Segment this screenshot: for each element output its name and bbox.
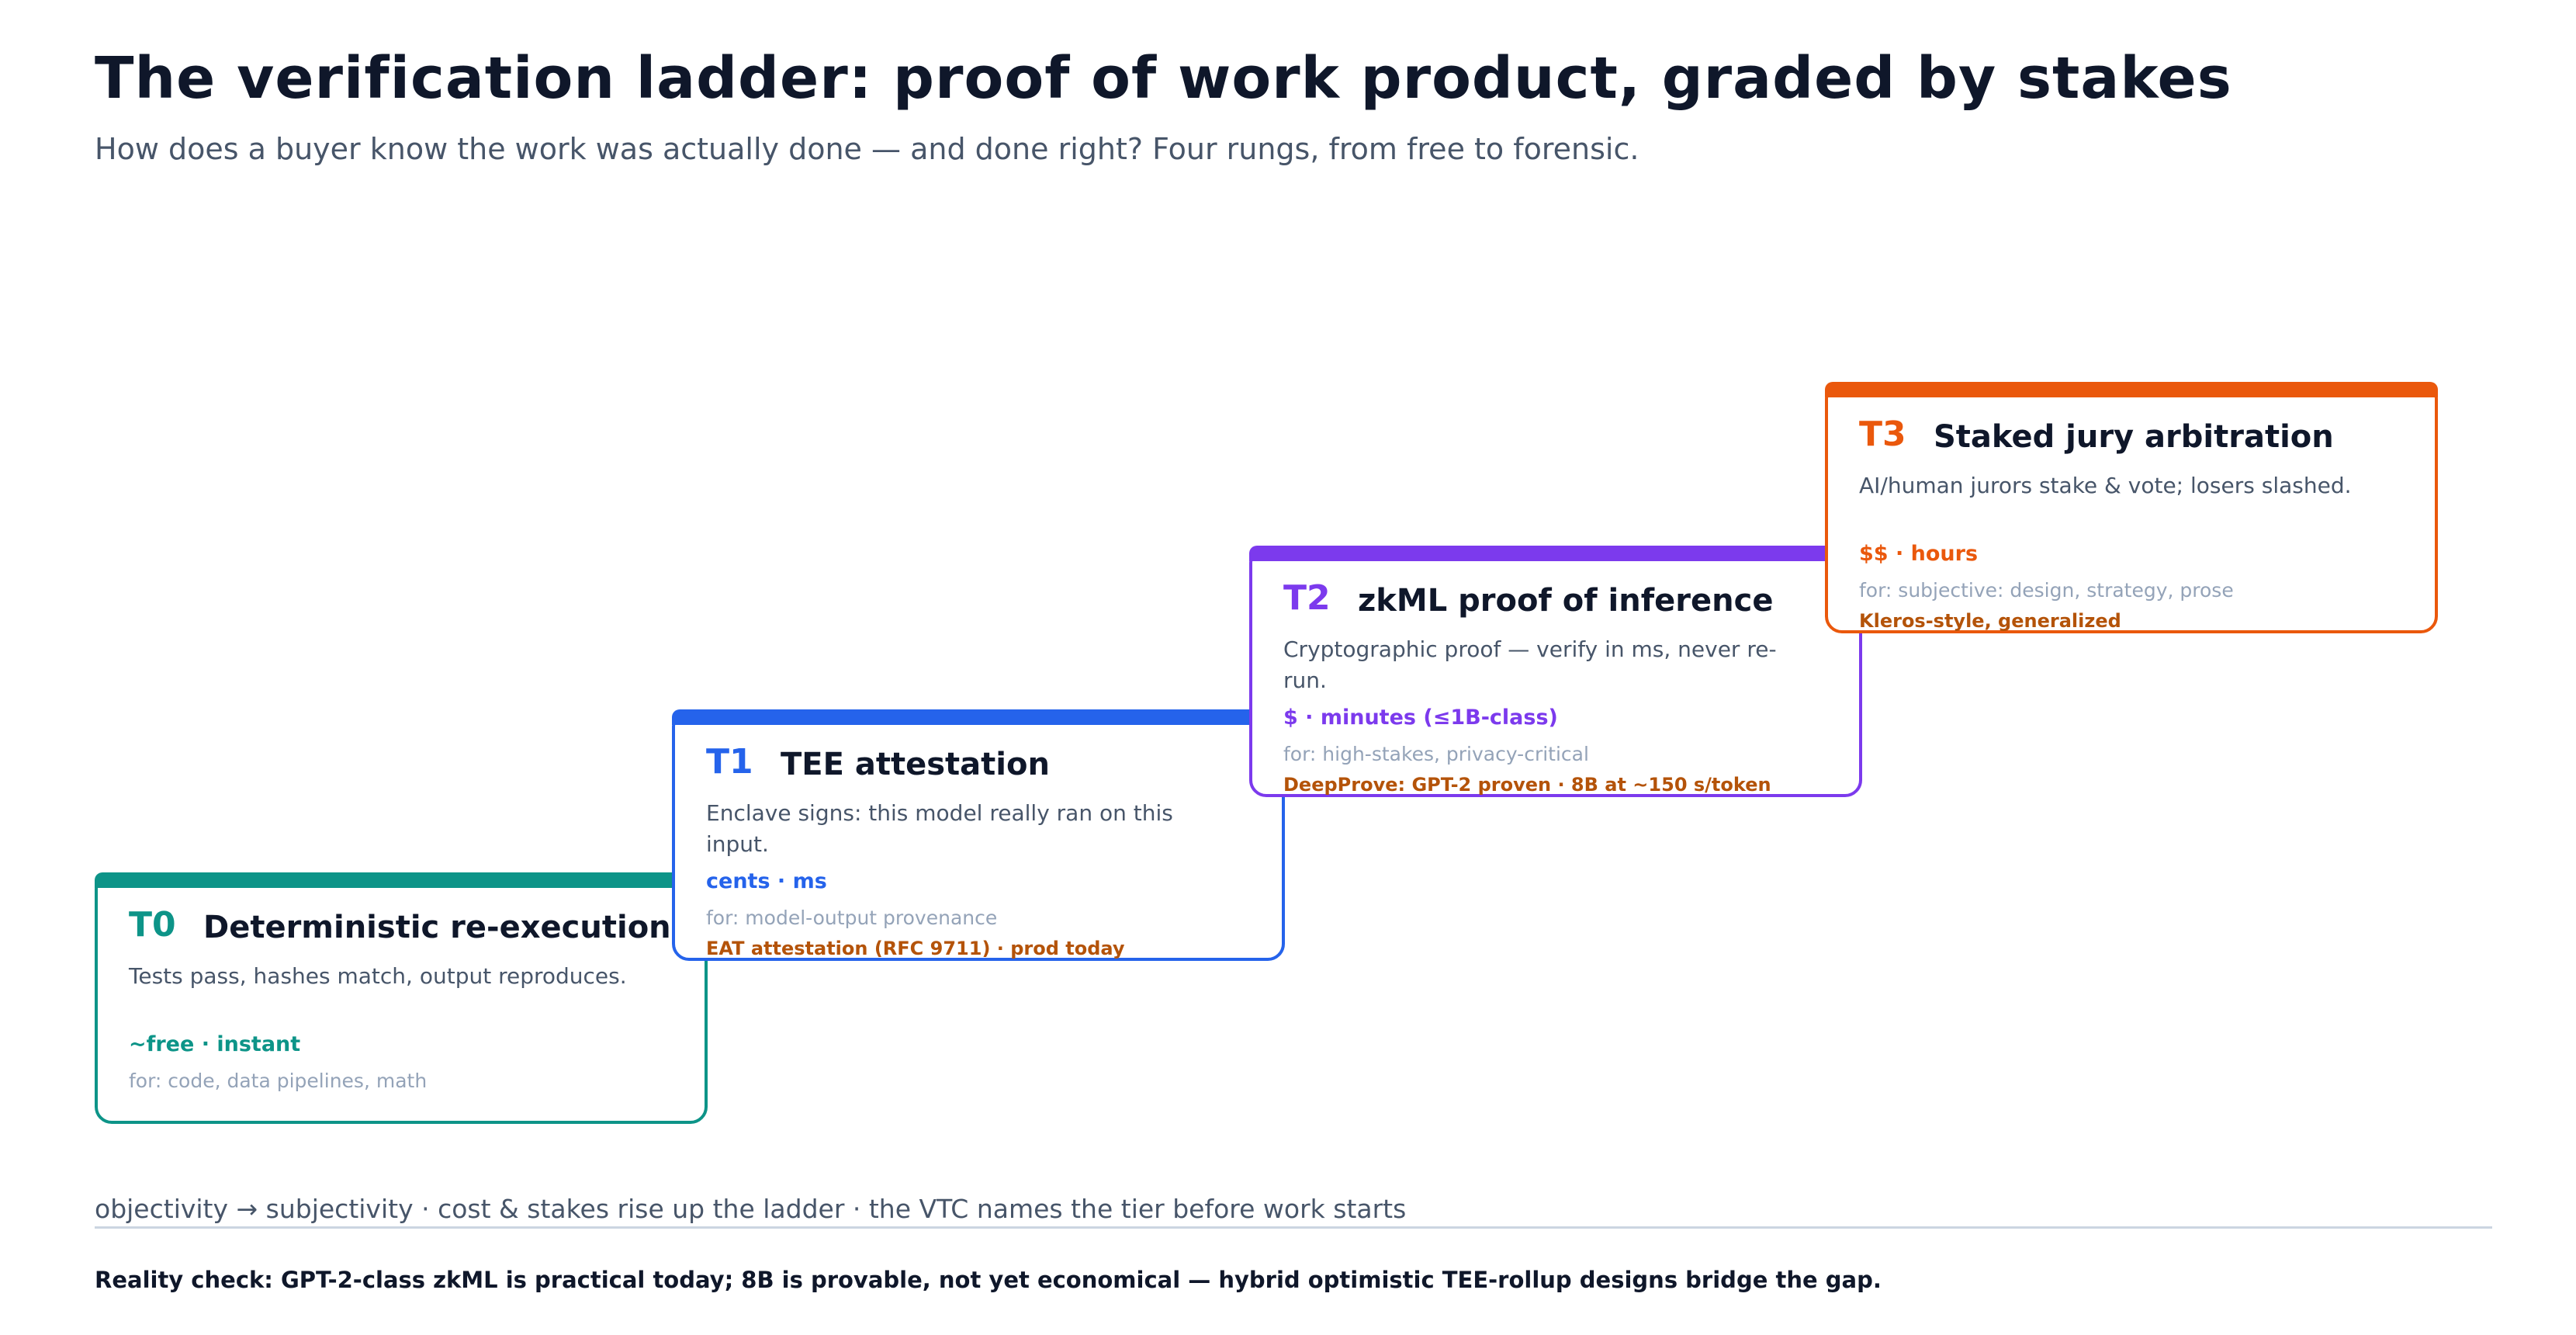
rung-use-case: for: subjective: design, strategy, prose [1859,579,2234,602]
rung-accent-bar [95,872,708,888]
rung-accent-bar [1825,382,2438,397]
rung-cost: $ · minutes (≤1B-class) [1283,706,1558,730]
rung-proof-status: DeepProve: GPT-2 proven · 8B at ~150 s/t… [1283,774,1771,796]
divider [95,1226,2492,1229]
rung-use-case: for: high-stakes, privacy-critical [1283,743,1589,765]
page-title: The verification ladder: proof of work p… [95,45,2232,112]
rung-use-case: for: code, data pipelines, math [129,1070,428,1092]
rung-name: Deterministic re-execution [203,910,671,945]
rung-accent-bar [1249,546,1862,561]
rung-name: zkML proof of inference [1358,583,1774,619]
rung-description: AI/human jurors stake & vote; losers sla… [1859,473,2352,498]
rung-use-case: for: model-output provenance [706,907,998,929]
rung-tier: T0 [129,905,176,945]
page-subtitle: How does a buyer know the work was actua… [95,132,1639,166]
rung-description: Tests pass, hashes match, output reprodu… [129,963,627,989]
reality-check-note: Reality check: GPT-2-class zkML is pract… [95,1267,1882,1293]
rung-accent-bar [672,709,1285,725]
rung-card-t3: T3 Staked jury arbitration AI/human juro… [1825,382,2438,633]
rung-tier: T1 [706,742,753,782]
rung-description: Cryptographic proof — verify in ms, neve… [1283,636,1777,693]
rung-tier: T3 [1859,414,1906,454]
rung-card-t1: T1 TEE attestation Enclave signs: this m… [672,709,1285,961]
rung-proof-status: Kleros-style, generalized [1859,610,2121,632]
rung-cost: ~free · instant [129,1032,301,1056]
rung-card-t2: T2 zkML proof of inference Cryptographic… [1249,546,1862,797]
rung-cost: $$ · hours [1859,542,1979,566]
rung-tier: T2 [1283,578,1331,618]
rung-name: TEE attestation [781,747,1050,782]
ladder-caption: objectivity → subjectivity · cost & stak… [95,1194,1407,1224]
rung-card-t0: T0 Deterministic re-execution Tests pass… [95,872,708,1124]
rung-cost: cents · ms [706,869,827,893]
rung-proof-status: EAT attestation (RFC 9711) · prod today [706,938,1125,959]
rung-name: Staked jury arbitration [1934,419,2334,455]
rung-description: Enclave signs: this model really ran on … [706,800,1173,857]
